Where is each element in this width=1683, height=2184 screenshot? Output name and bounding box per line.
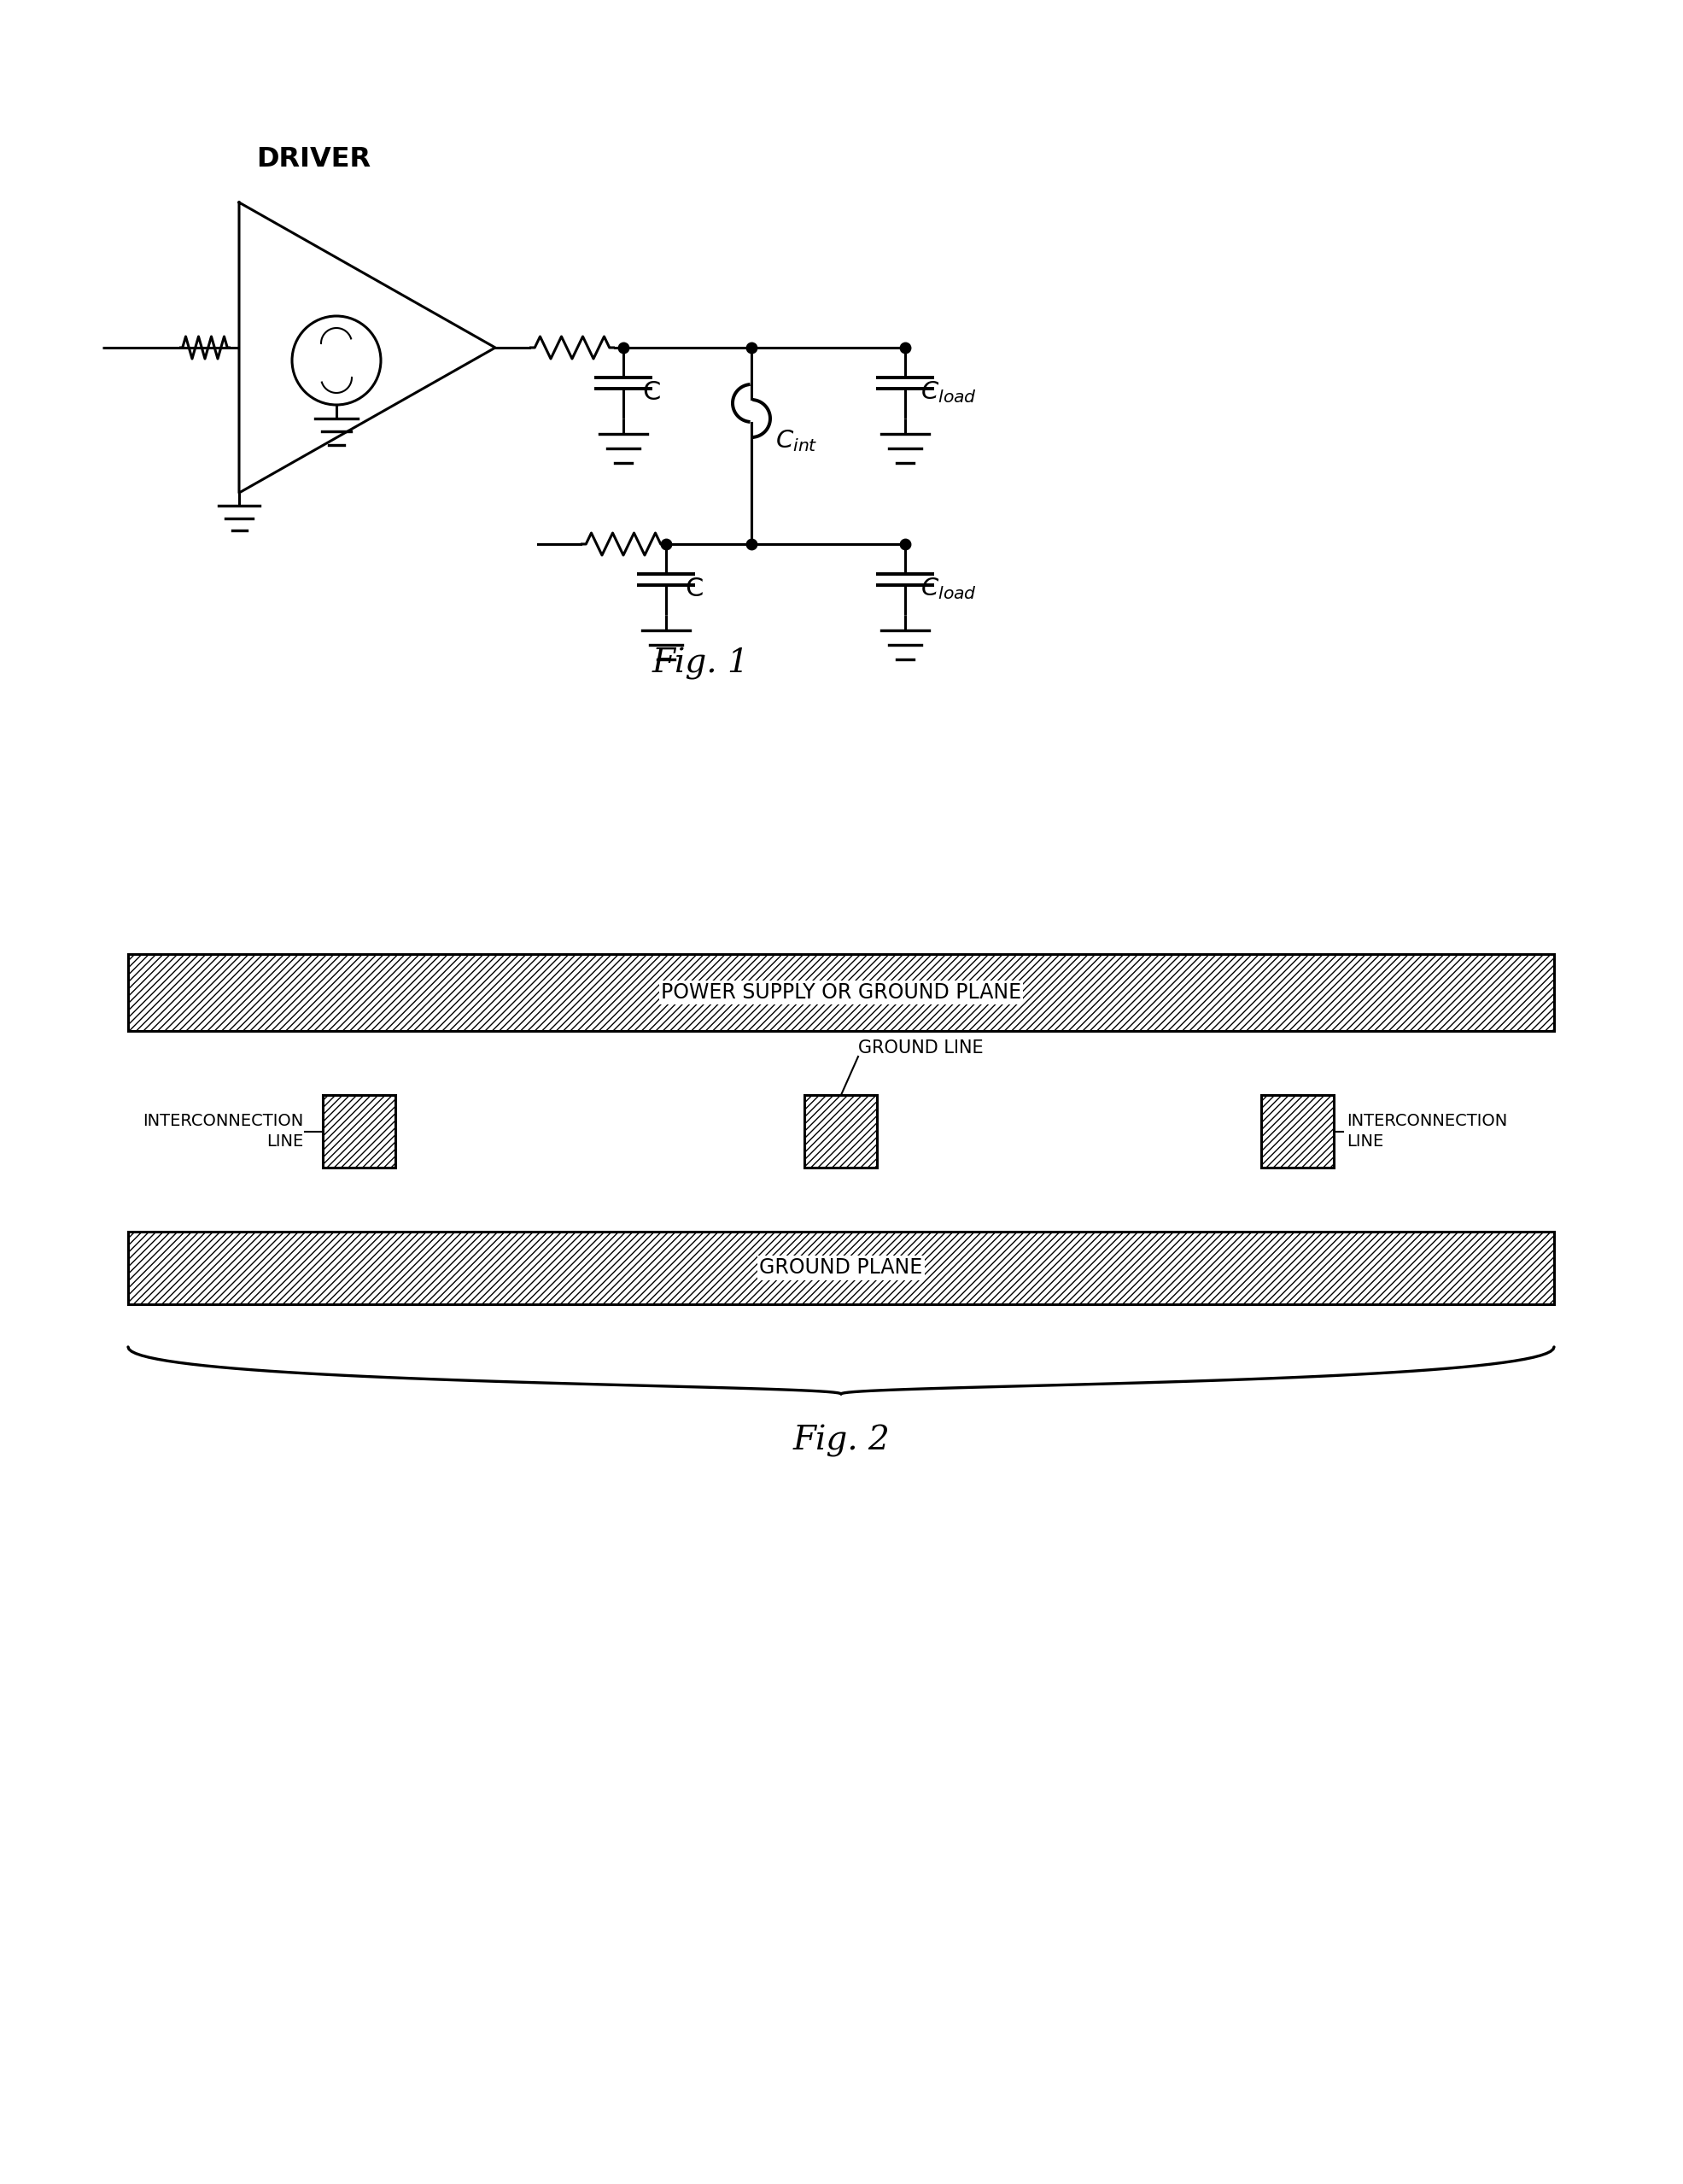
Text: Fig. 2: Fig. 2	[793, 1424, 890, 1457]
Text: GROUND LINE: GROUND LINE	[858, 1040, 983, 1057]
Text: GROUND PLANE: GROUND PLANE	[759, 1258, 922, 1278]
Text: POWER SUPPLY OR GROUND PLANE: POWER SUPPLY OR GROUND PLANE	[661, 983, 1022, 1002]
Text: DRIVER: DRIVER	[256, 146, 370, 173]
Bar	[1262, 1094, 1335, 1168]
Text: $C_{int}$: $C_{int}$	[776, 428, 818, 454]
Bar	[323, 1094, 396, 1168]
Bar	[1262, 1094, 1335, 1168]
Text: INTERCONNECTION
LINE: INTERCONNECTION LINE	[143, 1112, 303, 1151]
Bar	[804, 1094, 877, 1168]
Bar	[128, 954, 1553, 1031]
Text: INTERCONNECTION
LINE: INTERCONNECTION LINE	[1346, 1112, 1508, 1151]
Text: $C_{load}$: $C_{load}$	[921, 380, 976, 404]
Bar	[128, 954, 1553, 1031]
Text: C: C	[643, 380, 660, 404]
Text: Fig. 1: Fig. 1	[651, 646, 749, 679]
Text: $C_{load}$: $C_{load}$	[921, 577, 976, 601]
Text: C: C	[685, 577, 703, 601]
Bar	[323, 1094, 396, 1168]
Bar	[128, 1232, 1553, 1304]
Bar	[128, 1232, 1553, 1304]
Bar	[804, 1094, 877, 1168]
